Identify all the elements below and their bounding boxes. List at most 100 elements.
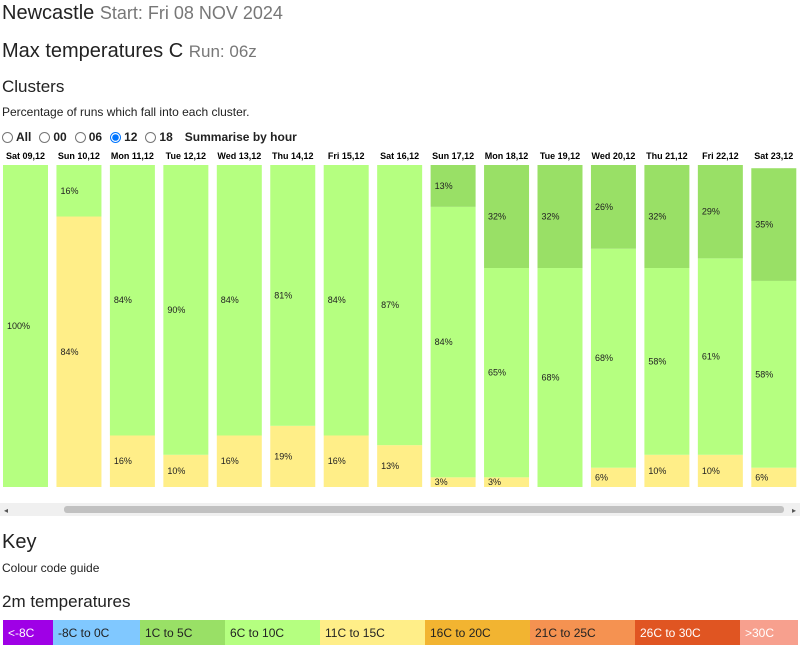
bar-segment [216, 165, 262, 436]
key-subtitle: 2m temperatures [2, 592, 131, 611]
bar-segment [56, 165, 102, 217]
scroll-thumb[interactable] [64, 506, 784, 513]
radio-option[interactable]: 18 [145, 130, 173, 144]
bar-segment [109, 165, 155, 436]
x-tick-label: Fri 15,12 [328, 151, 365, 161]
data-label: 84% [114, 295, 132, 305]
bar-segment [323, 435, 369, 487]
bar-segment [377, 165, 423, 446]
bar-segment [270, 165, 316, 426]
variable-title: Max temperatures C [2, 40, 184, 62]
start-date: Start: Fri 08 NOV 2024 [99, 3, 283, 23]
x-tick-label: Mon 18,12 [485, 151, 529, 161]
bar-segment [537, 165, 583, 269]
bar-segment [430, 206, 476, 478]
data-label: 10% [167, 466, 185, 476]
key-title: Key [2, 531, 37, 553]
data-label: 84% [221, 295, 239, 305]
data-label: 16% [114, 456, 132, 466]
data-label: 87% [381, 300, 399, 310]
data-label: 68% [595, 353, 613, 363]
bar-segment [590, 467, 636, 487]
radio-label: All [16, 130, 32, 144]
scroll-right[interactable]: ▸ [791, 506, 796, 515]
data-label: 35% [755, 220, 773, 230]
scroll-left[interactable]: ◂ [4, 506, 9, 515]
data-label: 10% [648, 466, 666, 476]
bar-segment [323, 165, 369, 436]
radio-option[interactable]: 00 [39, 130, 67, 144]
x-tick-label: Sat 09,12 [6, 151, 45, 161]
scrollbar[interactable]: ◂ ▸ [0, 503, 800, 516]
bar-segment [697, 454, 743, 487]
cluster-chart: Sat 09,12 100% Sun 10,12 84% 16% Mon 11,12 16%… [3, 151, 797, 487]
key-item: 16C to 20C [425, 620, 530, 645]
x-tick-label: Sat 23,12 [754, 151, 793, 161]
data-label: 29% [702, 207, 720, 217]
bar-segment [697, 165, 743, 259]
radio-option[interactable]: All [2, 130, 31, 144]
data-label: 100% [7, 321, 30, 331]
data-label: 16% [221, 456, 239, 466]
data-label: 13% [435, 181, 453, 191]
data-label: 81% [274, 290, 292, 300]
bar-segment [751, 467, 797, 487]
key-description: Colour code guide [2, 561, 100, 575]
bar-segment [163, 454, 209, 487]
radio-option[interactable]: 12 [110, 130, 137, 144]
key-item: 11C to 15C [320, 620, 425, 645]
data-label: 10% [702, 466, 720, 476]
x-tick-label: Sun 10,12 [58, 151, 100, 161]
data-label: 58% [648, 356, 666, 366]
bar-segment [697, 258, 743, 455]
data-label: 32% [488, 212, 506, 222]
x-tick-label: Thu 21,12 [646, 151, 688, 161]
data-label: 84% [60, 347, 78, 357]
data-label: 3% [488, 477, 501, 487]
radio[interactable] [39, 131, 51, 143]
bar-segment [109, 435, 155, 487]
bar-segment [751, 168, 797, 281]
x-tick-label: Mon 11,12 [111, 151, 154, 161]
header: Newcastle Start: Fri 08 NOV 2024 [2, 2, 283, 25]
run-selector: All 00 06 12 18 Summarise by hour [2, 130, 297, 144]
x-tick-label: Sun 17,12 [432, 151, 474, 161]
subheader: Max temperatures C Run: 06z [2, 40, 257, 63]
summarise-link[interactable]: Summarise by hour [184, 130, 297, 144]
bar-segment [590, 165, 636, 249]
data-label: 61% [702, 352, 720, 362]
radio[interactable] [145, 131, 157, 143]
bar-segment [537, 268, 583, 487]
data-label: 32% [648, 212, 666, 222]
bar-segment [56, 216, 102, 487]
data-label: 16% [60, 186, 78, 196]
key-item: -8C to 0C [53, 620, 140, 645]
bar-segment [3, 165, 48, 487]
radio[interactable] [110, 131, 122, 143]
radio-option[interactable]: 06 [74, 130, 102, 144]
clusters-description: Percentage of runs which fall into each … [2, 105, 250, 119]
x-tick-label: Sat 16,12 [380, 151, 419, 161]
bar-segment [216, 435, 262, 487]
radio[interactable] [2, 131, 13, 143]
bar-segment [270, 425, 316, 487]
data-label: 3% [435, 477, 448, 487]
data-label: 6% [595, 472, 608, 482]
key-item: 21C to 25C [530, 620, 635, 645]
data-label: 6% [755, 472, 768, 482]
key-item: 1C to 5C [140, 620, 225, 645]
radio-label: 12 [124, 130, 138, 144]
radio-label: 00 [53, 130, 67, 144]
colour-key: <-8C -8C to 0C 1C to 5C 6C to 10C 11C to 15C… [3, 620, 798, 645]
x-tick-label: Tue 19,12 [540, 151, 580, 161]
radio-label: 18 [159, 130, 173, 144]
bar-segment [377, 445, 423, 487]
bar-segment [751, 280, 797, 468]
bar-segment [430, 165, 476, 207]
x-tick-label: Fri 22,12 [702, 151, 739, 161]
radio[interactable] [74, 131, 86, 143]
data-label: 84% [435, 337, 453, 347]
data-label: 65% [488, 368, 506, 378]
bar-segment [644, 165, 690, 269]
